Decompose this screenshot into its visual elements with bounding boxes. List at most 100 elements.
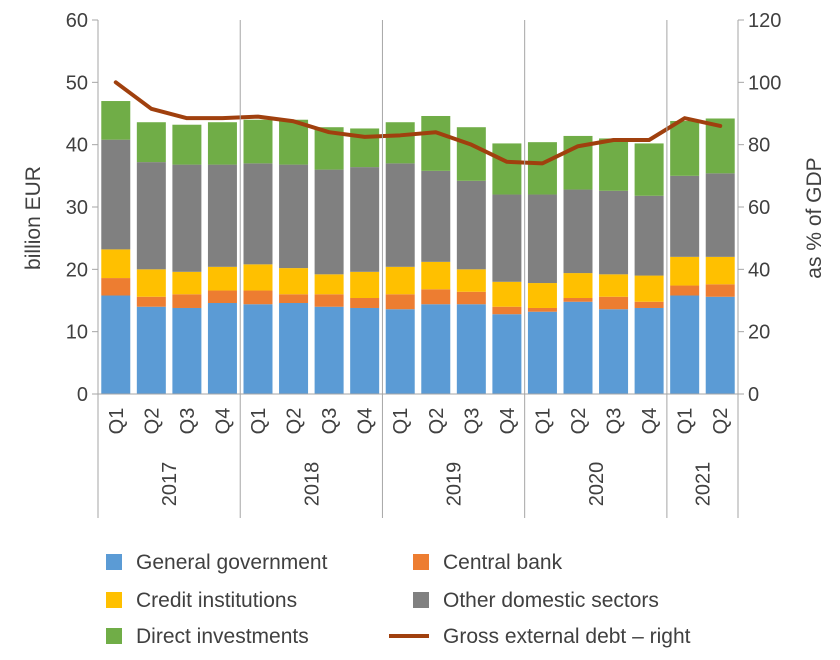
legend-label-2: Credit institutions bbox=[136, 589, 297, 612]
bar-central-bank-11 bbox=[492, 306, 522, 315]
bar-direct-investments-15 bbox=[634, 143, 664, 196]
x-tick-label-16: Q1 bbox=[675, 408, 697, 435]
x-tick-label-8: Q1 bbox=[390, 408, 412, 435]
bar-central-bank-4 bbox=[243, 290, 273, 305]
x-tick-label-17: Q2 bbox=[710, 408, 732, 435]
y2-axis-title: as % of GDP bbox=[803, 157, 826, 278]
legend-swatch-0 bbox=[106, 554, 122, 570]
bar-direct-investments-11 bbox=[492, 143, 522, 195]
bar-credit-institutions-7 bbox=[350, 271, 380, 299]
bar-central-bank-9 bbox=[421, 289, 451, 305]
bar-direct-investments-3 bbox=[207, 122, 237, 165]
bar-credit-institutions-1 bbox=[136, 269, 166, 297]
bar-general-government-14 bbox=[599, 309, 629, 394]
legend-swatch-3 bbox=[413, 592, 429, 608]
bar-other-domestic-sectors-1 bbox=[136, 162, 166, 270]
bar-credit-institutions-13 bbox=[563, 273, 593, 298]
bar-credit-institutions-9 bbox=[421, 261, 451, 290]
legend-swatch-4 bbox=[106, 628, 122, 644]
x-tick-label-1: Q2 bbox=[141, 408, 163, 435]
bar-other-domestic-sectors-0 bbox=[101, 139, 131, 250]
bar-other-domestic-sectors-6 bbox=[314, 169, 344, 275]
y-tick-label-60: 60 bbox=[66, 10, 88, 32]
x-tick-label-6: Q3 bbox=[319, 408, 341, 435]
bar-direct-investments-12 bbox=[527, 142, 557, 195]
bar-direct-investments-16 bbox=[670, 120, 700, 176]
y-tick-label-0: 0 bbox=[77, 384, 88, 406]
y-tick-label-10: 10 bbox=[66, 322, 88, 344]
bar-other-domestic-sectors-5 bbox=[279, 164, 309, 269]
bar-central-bank-7 bbox=[350, 298, 380, 308]
x-tick-label-3: Q4 bbox=[212, 408, 234, 435]
bar-other-domestic-sectors-12 bbox=[527, 194, 557, 284]
x-tick-label-7: Q4 bbox=[355, 408, 377, 435]
x-tick-label-5: Q2 bbox=[284, 408, 306, 435]
bar-credit-institutions-2 bbox=[172, 271, 202, 295]
legend-label-4: Direct investments bbox=[136, 625, 309, 648]
bar-general-government-0 bbox=[101, 295, 131, 394]
y2-tick-label-100: 100 bbox=[748, 72, 781, 94]
legend-label-line: Gross external debt – right bbox=[443, 625, 691, 648]
axes: 0 10 20 30 40 50 60 0 20 40 60 80 100 120 Q1 Q2 Q3 Q4 Q1 Q2… bbox=[66, 10, 781, 518]
bar-general-government-7 bbox=[350, 307, 380, 394]
bar-other-domestic-sectors-4 bbox=[243, 163, 273, 265]
y2-tick-label-40: 40 bbox=[748, 259, 770, 281]
bar-other-domestic-sectors-13 bbox=[563, 189, 593, 274]
y-axis-title: billion EUR bbox=[22, 166, 45, 270]
bar-other-domestic-sectors-3 bbox=[207, 164, 237, 267]
bar-credit-institutions-6 bbox=[314, 274, 344, 295]
bar-credit-institutions-16 bbox=[670, 256, 700, 286]
bar-credit-institutions-14 bbox=[599, 274, 629, 297]
y-tick-label-30: 30 bbox=[66, 197, 88, 219]
bar-central-bank-15 bbox=[634, 301, 664, 308]
bar-general-government-17 bbox=[705, 296, 735, 394]
bar-general-government-11 bbox=[492, 314, 522, 394]
bar-credit-institutions-15 bbox=[634, 275, 664, 302]
bar-direct-investments-9 bbox=[421, 115, 451, 171]
year-label-2017: 2017 bbox=[159, 462, 181, 507]
legend: General government Central bank Credit ins… bbox=[106, 551, 691, 648]
year-label-2021: 2021 bbox=[692, 462, 714, 507]
x-tick-label-13: Q2 bbox=[568, 408, 590, 435]
bar-other-domestic-sectors-14 bbox=[599, 190, 629, 275]
bar-central-bank-3 bbox=[207, 290, 237, 303]
bar-credit-institutions-4 bbox=[243, 264, 273, 291]
bar-central-bank-2 bbox=[172, 294, 202, 308]
legend-label-3: Other domestic sectors bbox=[443, 589, 659, 612]
plot-area bbox=[101, 80, 735, 394]
bar-credit-institutions-17 bbox=[705, 256, 735, 285]
bar-credit-institutions-11 bbox=[492, 281, 522, 307]
bar-other-domestic-sectors-17 bbox=[705, 173, 735, 257]
y-tick-label-40: 40 bbox=[66, 135, 88, 157]
legend-label-1: Central bank bbox=[443, 551, 563, 574]
gross-external-debt-line bbox=[113, 80, 723, 166]
bar-general-government-4 bbox=[243, 304, 273, 394]
bar-central-bank-6 bbox=[314, 294, 344, 307]
x-tick-label-15: Q4 bbox=[639, 408, 661, 435]
bar-general-government-5 bbox=[279, 302, 309, 394]
bar-general-government-6 bbox=[314, 306, 344, 394]
bar-credit-institutions-12 bbox=[527, 283, 557, 308]
bar-central-bank-12 bbox=[527, 307, 557, 312]
bar-other-domestic-sectors-2 bbox=[172, 164, 202, 272]
bar-central-bank-1 bbox=[136, 296, 166, 307]
bar-general-government-10 bbox=[456, 304, 486, 394]
bar-credit-institutions-10 bbox=[456, 269, 486, 292]
year-label-2020: 2020 bbox=[586, 462, 608, 507]
bar-central-bank-14 bbox=[599, 296, 629, 310]
y2-tick-label-20: 20 bbox=[748, 322, 770, 344]
x-tick-label-11: Q4 bbox=[497, 408, 519, 435]
bar-central-bank-10 bbox=[456, 291, 486, 305]
bar-general-government-15 bbox=[634, 307, 664, 394]
bar-direct-investments-10 bbox=[456, 127, 486, 181]
y2-tick-label-0: 0 bbox=[748, 384, 759, 406]
bar-general-government-2 bbox=[172, 307, 202, 394]
bar-other-domestic-sectors-10 bbox=[456, 180, 486, 270]
y2-tick-label-120: 120 bbox=[748, 10, 781, 32]
bar-direct-investments-4 bbox=[243, 119, 273, 164]
year-label-2018: 2018 bbox=[301, 462, 323, 507]
bar-other-domestic-sectors-15 bbox=[634, 195, 664, 276]
bar-other-domestic-sectors-8 bbox=[385, 163, 415, 267]
bar-direct-investments-14 bbox=[599, 138, 629, 191]
